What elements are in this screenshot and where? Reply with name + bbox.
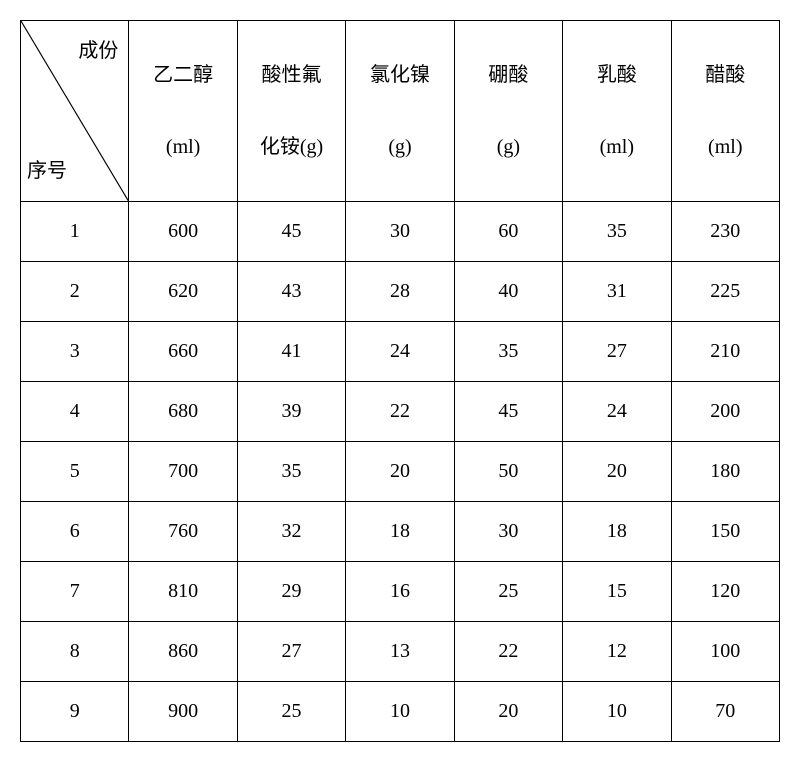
column-header: 乳酸 (ml) <box>563 21 671 202</box>
cell: 30 <box>346 202 454 262</box>
cell: 10 <box>563 682 671 742</box>
row-index: 3 <box>21 322 129 382</box>
cell: 45 <box>454 382 562 442</box>
cell: 35 <box>454 322 562 382</box>
col-unit: (ml) <box>672 129 779 165</box>
table-row: 5 700 35 20 50 20 180 <box>21 442 780 502</box>
cell: 27 <box>237 622 345 682</box>
cell: 20 <box>346 442 454 502</box>
header-bottom-label: 序号 <box>27 153 67 189</box>
column-header: 酸性氟 化铵(g) <box>237 21 345 202</box>
cell: 10 <box>346 682 454 742</box>
column-header: 硼酸 (g) <box>454 21 562 202</box>
composition-table: 成份 序号 乙二醇 (ml) 酸性氟 化铵(g) <box>20 20 780 742</box>
cell: 15 <box>563 562 671 622</box>
cell: 31 <box>563 262 671 322</box>
cell: 60 <box>454 202 562 262</box>
cell: 600 <box>129 202 237 262</box>
cell: 25 <box>237 682 345 742</box>
col-unit: 化铵(g) <box>238 129 345 165</box>
column-header: 醋酸 (ml) <box>671 21 779 202</box>
cell: 225 <box>671 262 779 322</box>
cell: 39 <box>237 382 345 442</box>
row-index: 5 <box>21 442 129 502</box>
col-name: 氯化镍 <box>346 57 453 93</box>
cell: 810 <box>129 562 237 622</box>
cell: 120 <box>671 562 779 622</box>
cell: 180 <box>671 442 779 502</box>
table-container: 成份 序号 乙二醇 (ml) 酸性氟 化铵(g) <box>20 20 780 742</box>
cell: 41 <box>237 322 345 382</box>
cell: 32 <box>237 502 345 562</box>
cell: 13 <box>346 622 454 682</box>
row-index: 6 <box>21 502 129 562</box>
cell: 680 <box>129 382 237 442</box>
row-index: 9 <box>21 682 129 742</box>
cell: 50 <box>454 442 562 502</box>
column-header: 氯化镍 (g) <box>346 21 454 202</box>
cell: 18 <box>346 502 454 562</box>
cell: 43 <box>237 262 345 322</box>
cell: 16 <box>346 562 454 622</box>
diagonal-header-cell: 成份 序号 <box>21 21 129 202</box>
cell: 900 <box>129 682 237 742</box>
header-top-label: 成份 <box>78 33 118 69</box>
cell: 24 <box>346 322 454 382</box>
cell: 35 <box>237 442 345 502</box>
table-body: 1 600 45 30 60 35 230 2 620 43 28 40 31 … <box>21 202 780 742</box>
cell: 25 <box>454 562 562 622</box>
cell: 200 <box>671 382 779 442</box>
cell: 700 <box>129 442 237 502</box>
column-header: 乙二醇 (ml) <box>129 21 237 202</box>
table-header-row: 成份 序号 乙二醇 (ml) 酸性氟 化铵(g) <box>21 21 780 202</box>
cell: 20 <box>563 442 671 502</box>
cell: 12 <box>563 622 671 682</box>
cell: 30 <box>454 502 562 562</box>
cell: 22 <box>454 622 562 682</box>
cell: 22 <box>346 382 454 442</box>
col-name: 醋酸 <box>672 57 779 93</box>
cell: 29 <box>237 562 345 622</box>
row-index: 8 <box>21 622 129 682</box>
col-unit: (ml) <box>129 129 236 165</box>
col-name: 酸性氟 <box>238 57 345 93</box>
cell: 28 <box>346 262 454 322</box>
cell: 150 <box>671 502 779 562</box>
cell: 620 <box>129 262 237 322</box>
cell: 660 <box>129 322 237 382</box>
table-row: 8 860 27 13 22 12 100 <box>21 622 780 682</box>
row-index: 7 <box>21 562 129 622</box>
cell: 100 <box>671 622 779 682</box>
row-index: 4 <box>21 382 129 442</box>
table-row: 1 600 45 30 60 35 230 <box>21 202 780 262</box>
table-row: 2 620 43 28 40 31 225 <box>21 262 780 322</box>
cell: 70 <box>671 682 779 742</box>
col-unit: (g) <box>346 129 453 165</box>
cell: 20 <box>454 682 562 742</box>
table-row: 6 760 32 18 30 18 150 <box>21 502 780 562</box>
col-unit: (g) <box>455 129 562 165</box>
col-name: 乳酸 <box>563 57 670 93</box>
col-name: 乙二醇 <box>129 57 236 93</box>
cell: 210 <box>671 322 779 382</box>
cell: 24 <box>563 382 671 442</box>
col-name: 硼酸 <box>455 57 562 93</box>
cell: 230 <box>671 202 779 262</box>
table-row: 7 810 29 16 25 15 120 <box>21 562 780 622</box>
cell: 45 <box>237 202 345 262</box>
row-index: 1 <box>21 202 129 262</box>
cell: 40 <box>454 262 562 322</box>
cell: 760 <box>129 502 237 562</box>
table-row: 4 680 39 22 45 24 200 <box>21 382 780 442</box>
row-index: 2 <box>21 262 129 322</box>
cell: 860 <box>129 622 237 682</box>
cell: 35 <box>563 202 671 262</box>
cell: 27 <box>563 322 671 382</box>
cell: 18 <box>563 502 671 562</box>
table-row: 9 900 25 10 20 10 70 <box>21 682 780 742</box>
col-unit: (ml) <box>563 129 670 165</box>
table-row: 3 660 41 24 35 27 210 <box>21 322 780 382</box>
